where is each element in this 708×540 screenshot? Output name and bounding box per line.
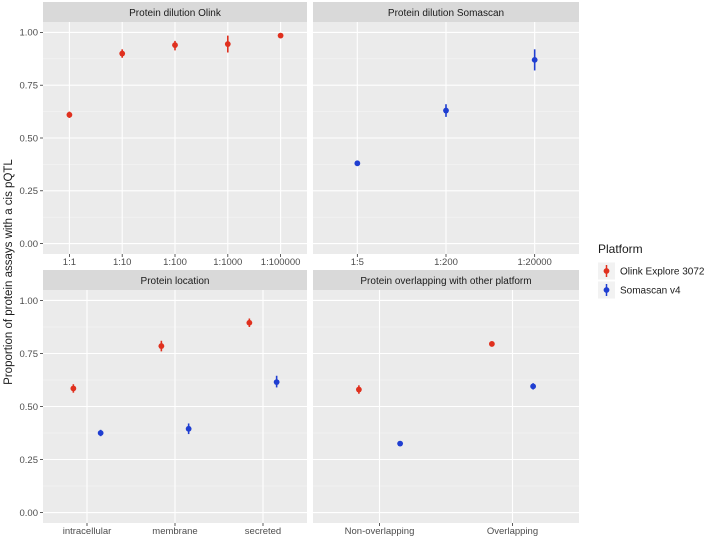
x-tick-label: 1:10 — [113, 257, 132, 268]
y-tick-label: 0.75 — [20, 81, 39, 92]
data-point — [119, 50, 126, 57]
data-point — [172, 42, 178, 49]
x-tick-label: 1:200 — [434, 257, 458, 268]
panel-protein-location: Protein location 0.00 0.25 0.50 0.75 1.00 intr… — [20, 270, 307, 537]
data-point — [246, 319, 253, 326]
data-point — [488, 341, 495, 347]
data-point — [97, 430, 104, 436]
x-tick-label: intracellular — [63, 526, 112, 537]
data-point — [70, 385, 77, 392]
panel-protein-dilution-olink: Protein dilution Olink 0.00 0.25 0.50 0.75 1.… — [20, 2, 307, 268]
panel-strip — [43, 2, 307, 22]
y-tick-label: 1.00 — [20, 296, 39, 307]
panel-title: Protein location — [141, 276, 210, 287]
data-point — [443, 107, 449, 114]
panel-strip — [313, 270, 579, 290]
data-point — [224, 41, 231, 47]
y-tick-label: 0.25 — [20, 186, 39, 197]
data-point — [531, 56, 538, 63]
data-point — [185, 425, 192, 432]
panel-title: Protein overlapping with other platform — [360, 276, 531, 287]
data-point — [277, 32, 284, 39]
chart-panels: Protein dilution Olink 0.00 0.25 0.50 0.75 1.… — [20, 2, 579, 537]
panel-title: Protein dilution Somascan — [388, 8, 504, 19]
x-tick-label: 1:20000 — [517, 257, 551, 268]
legend: Platform Olink Explore 3072 Somascan v4 — [598, 242, 705, 299]
data-point — [354, 160, 361, 167]
data-point — [530, 383, 537, 390]
y-tick-label: 1.00 — [20, 28, 39, 39]
x-tick-label: 1:100000 — [261, 257, 301, 268]
x-tick-label: 1:100 — [163, 257, 187, 268]
panel-protein-dilution-somascan: Protein dilution Somascan 1:5 1:200 1:20000 — [313, 2, 579, 268]
data-point — [397, 440, 404, 447]
y-tick-label: 0.50 — [20, 133, 39, 144]
data-point — [158, 343, 165, 349]
x-tick-label: 1:1000 — [213, 257, 242, 268]
panel-title: Protein dilution Olink — [129, 8, 222, 19]
data-point — [273, 379, 280, 386]
legend-key-point — [603, 268, 610, 274]
data-point — [355, 386, 362, 393]
x-tick-label: Overlapping — [487, 526, 538, 537]
legend-title: Platform — [598, 242, 643, 256]
legend-key-point — [603, 287, 610, 293]
x-tick-label: secreted — [245, 526, 281, 537]
legend-label: Somascan v4 — [620, 286, 681, 297]
y-tick-label: 0.25 — [20, 455, 39, 466]
y-tick-label: 0.50 — [20, 402, 39, 413]
data-point — [66, 111, 73, 118]
x-tick-label: 1:1 — [63, 257, 76, 268]
legend-label: Olink Explore 3072 — [620, 267, 705, 278]
panel-strip — [313, 2, 579, 22]
x-tick-label: membrane — [152, 526, 197, 537]
panel-strip — [43, 270, 307, 290]
x-tick-label: Non-overlapping — [345, 526, 415, 537]
x-tick-label: 1:5 — [351, 257, 364, 268]
y-tick-label: 0.00 — [20, 508, 39, 519]
panel-protein-overlapping-with-other-platform: Protein overlapping with other platform N… — [313, 270, 579, 537]
y-axis-title: Proportion of protein assays with a cis … — [3, 159, 15, 385]
y-tick-label: 0.75 — [20, 349, 39, 360]
y-tick-label: 0.00 — [20, 239, 39, 250]
